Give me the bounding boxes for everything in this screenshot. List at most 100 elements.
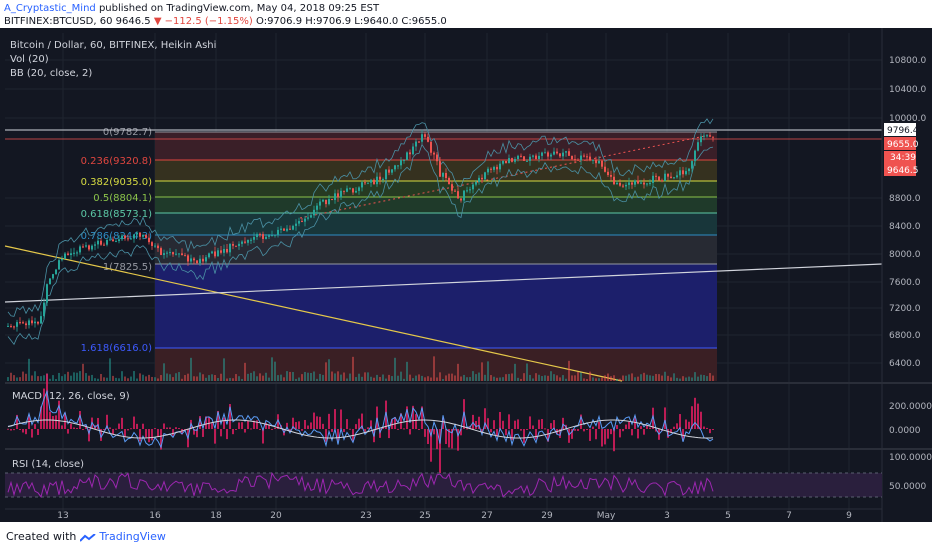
- volume-bar: [538, 374, 540, 381]
- volume-bar: [172, 377, 174, 381]
- candle-body: [61, 258, 63, 261]
- time-tick: 5: [725, 511, 731, 521]
- chart-canvas[interactable]: 0(9782.7) 0.236(9320.8) 0.382(9035.0) 0.…: [0, 28, 932, 522]
- price-tick: 8000.0: [889, 250, 921, 260]
- macd-bar: [424, 429, 426, 437]
- fib-label-0: 0(9782.7): [103, 127, 152, 138]
- volume-bar: [88, 375, 90, 381]
- candle-body: [397, 165, 399, 167]
- macd-bar: [229, 404, 231, 429]
- time-tick: 23: [360, 511, 371, 521]
- candle-body: [133, 234, 135, 239]
- volume-bar: [28, 358, 30, 381]
- candle-body: [487, 168, 489, 173]
- volume-bar: [445, 375, 447, 381]
- macd-bar: [274, 427, 276, 429]
- volume-bar: [667, 375, 669, 381]
- volume-bar: [319, 373, 321, 381]
- price-tick: 10400.0: [889, 85, 926, 95]
- candle-body: [190, 258, 192, 262]
- volume-bar: [583, 378, 585, 381]
- macd-bar: [142, 423, 144, 429]
- volume-bar: [280, 374, 282, 381]
- candle-body: [118, 239, 120, 242]
- volume-bar: [448, 373, 450, 381]
- macd-bar: [322, 423, 324, 429]
- macd-bar: [76, 427, 78, 429]
- candle-body: [706, 135, 708, 137]
- candle-body: [703, 135, 705, 137]
- candle-body: [334, 193, 336, 200]
- volume-bar: [337, 371, 339, 381]
- volume-bar: [292, 372, 294, 381]
- author-link[interactable]: A_Cryptastic_Mind: [4, 3, 96, 14]
- candle-body: [157, 245, 159, 249]
- macd-bar: [355, 424, 357, 429]
- macd-bar: [358, 418, 360, 429]
- fib-retracement[interactable]: 0(9782.7) 0.236(9320.8) 0.382(9035.0) 0.…: [81, 127, 717, 381]
- macd-bar: [139, 429, 141, 442]
- candle-body: [280, 228, 282, 230]
- candle-body: [325, 199, 327, 205]
- macd-bar: [238, 422, 240, 429]
- macd-bar: [367, 427, 369, 429]
- time-axis[interactable]: 13 16 18 20 23 25 27 29 May 3 5 7 9: [57, 511, 852, 521]
- volume-bar: [469, 377, 471, 381]
- volume-bar: [499, 377, 501, 381]
- macd-bar: [193, 429, 195, 435]
- macd-bar: [250, 428, 252, 430]
- volume-bar: [577, 371, 579, 381]
- descending-trendline[interactable]: [4, 245, 623, 382]
- macd-bar: [256, 420, 258, 429]
- candle-body: [172, 252, 174, 255]
- volume-bar: [451, 373, 453, 381]
- candle-body: [568, 151, 570, 156]
- volume-bar: [268, 377, 270, 381]
- macd-bar: [451, 429, 453, 449]
- candle-body: [277, 229, 279, 235]
- macd-bar: [526, 428, 528, 430]
- volume-bar: [349, 373, 351, 381]
- volume-bar: [586, 378, 588, 381]
- volume-bar: [598, 378, 600, 381]
- tradingview-link[interactable]: TradingView: [99, 530, 166, 543]
- volume-bar: [460, 376, 462, 381]
- candle-body: [502, 160, 504, 164]
- volume-bar: [244, 362, 246, 381]
- candle-body: [235, 245, 237, 247]
- macd-bar: [316, 416, 318, 429]
- candle-body: [295, 223, 297, 226]
- volume-bar: [418, 374, 420, 381]
- macd-bar: [535, 429, 537, 440]
- volume-bar: [589, 371, 591, 381]
- macd-bar: [370, 420, 372, 429]
- price-tick: 6800.0: [889, 331, 921, 341]
- time-tick: May: [597, 511, 616, 521]
- macd-bar: [61, 425, 63, 429]
- price-axis[interactable]: 10800.0 10400.0 10000.0 8800.0 8400.0 80…: [889, 56, 932, 492]
- candle-body: [670, 176, 672, 179]
- macd-bar: [607, 429, 609, 439]
- macd-bar: [82, 429, 84, 430]
- macd-bar: [415, 414, 417, 429]
- candle-body: [307, 217, 309, 219]
- candle-body: [76, 252, 78, 254]
- volume-bar: [568, 360, 570, 381]
- macd-bar: [532, 425, 534, 429]
- candle-body: [445, 173, 447, 179]
- candle-body: [229, 244, 231, 253]
- volume-bar: [475, 374, 477, 381]
- candle-body: [46, 284, 48, 303]
- fib-band-0236: [155, 160, 717, 181]
- volume-bar: [427, 376, 429, 381]
- volume-bar: [637, 376, 639, 381]
- macd-bar: [601, 429, 603, 447]
- macd-bar: [307, 425, 309, 429]
- candle-body: [643, 182, 645, 185]
- candle-body: [79, 246, 81, 253]
- macd-bar: [664, 407, 666, 429]
- volume-bar: [655, 373, 657, 381]
- candle-body: [322, 199, 324, 202]
- volume-bar: [136, 378, 138, 381]
- ascending-trendline[interactable]: [4, 263, 883, 303]
